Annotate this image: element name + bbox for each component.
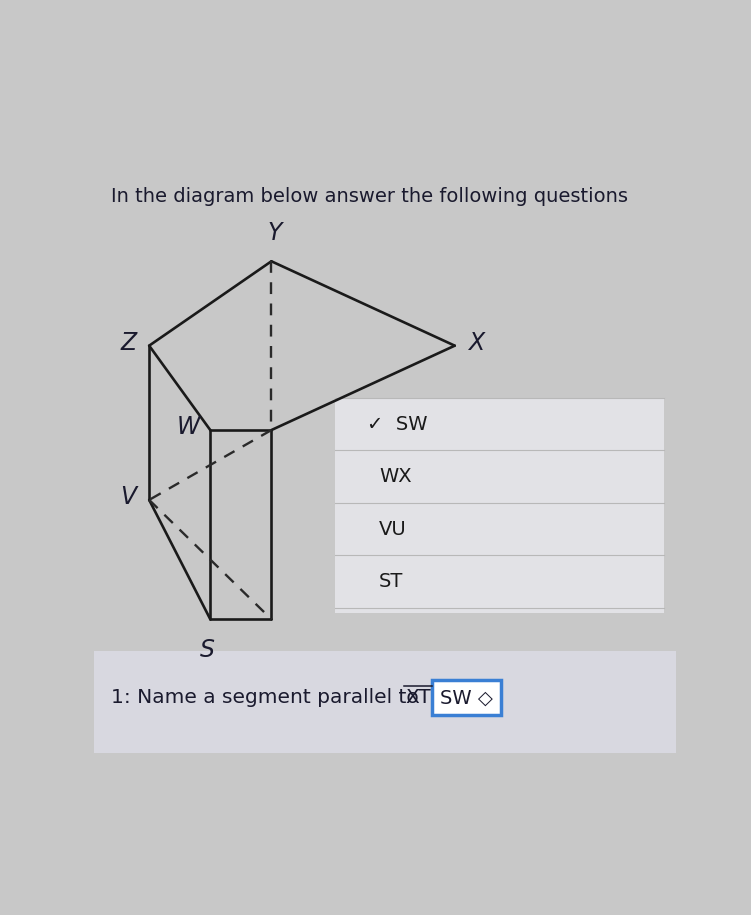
FancyBboxPatch shape <box>432 681 502 716</box>
Bar <box>336 398 664 613</box>
Text: ST: ST <box>379 572 403 591</box>
Text: ✓  SW: ✓ SW <box>367 414 428 434</box>
Text: WX: WX <box>379 468 412 486</box>
Text: S: S <box>200 638 215 662</box>
Text: SW ◇: SW ◇ <box>440 688 493 707</box>
Text: V: V <box>120 485 137 509</box>
Text: Y: Y <box>267 221 282 245</box>
Text: W: W <box>176 415 200 439</box>
Text: XT: XT <box>406 688 431 707</box>
Text: 1: Name a segment parallel to: 1: Name a segment parallel to <box>111 688 426 707</box>
Bar <box>94 651 676 753</box>
Text: In the diagram below answer the following questions: In the diagram below answer the followin… <box>111 188 629 207</box>
Text: Z: Z <box>120 330 137 355</box>
Text: X: X <box>468 330 484 355</box>
Text: VU: VU <box>379 520 407 539</box>
